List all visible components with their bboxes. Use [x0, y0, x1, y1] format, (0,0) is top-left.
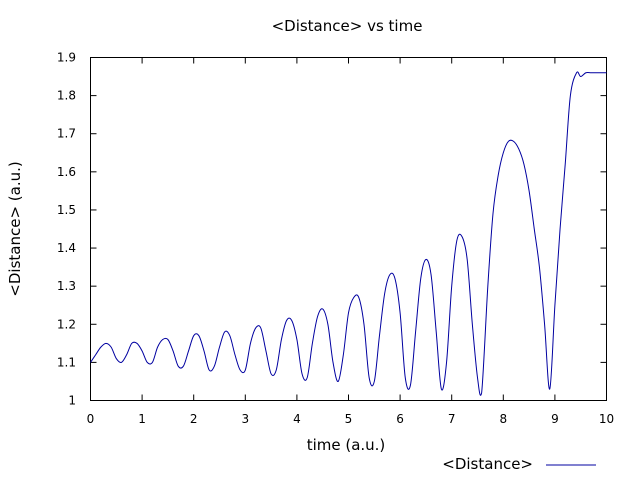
y-axis-title: <Distance> (a.u.)	[6, 161, 24, 296]
y-tick-label-9: 1.9	[57, 51, 76, 65]
y-tick-label-0: 1	[68, 394, 76, 408]
chart-title: <Distance> vs time	[272, 17, 423, 35]
x-tick-label-7: 7	[448, 412, 456, 426]
y-tick-label-6: 1.6	[57, 165, 76, 179]
y-tick-label-4: 1.4	[57, 241, 76, 255]
x-tick-label-5: 5	[345, 412, 353, 426]
x-tick-label-9: 9	[551, 412, 559, 426]
y-tick-label-5: 1.5	[57, 203, 76, 217]
y-tick-label-2: 1.2	[57, 317, 76, 331]
y-tick-label-7: 1.7	[57, 127, 76, 141]
x-tick-label-2: 2	[190, 412, 198, 426]
y-tick-label-1: 1.1	[57, 355, 76, 369]
x-tick-label-6: 6	[396, 412, 404, 426]
axis-ticks	[90, 57, 607, 401]
x-tick-label-4: 4	[293, 412, 301, 426]
x-tick-label-10: 10	[599, 412, 614, 426]
x-tick-label-3: 3	[241, 412, 249, 426]
x-tick-label-0: 0	[87, 412, 95, 426]
y-tick-label-8: 1.8	[57, 89, 76, 103]
legend: <Distance>	[442, 455, 596, 473]
y-tick-label-3: 1.3	[57, 279, 76, 293]
plot-area-border	[90, 57, 607, 401]
distance-series-line	[90, 71, 607, 396]
legend-label: <Distance>	[442, 455, 533, 473]
x-tick-label-8: 8	[499, 412, 507, 426]
x-tick-label-1: 1	[138, 412, 146, 426]
x-axis-title: time (a.u.)	[307, 436, 386, 454]
